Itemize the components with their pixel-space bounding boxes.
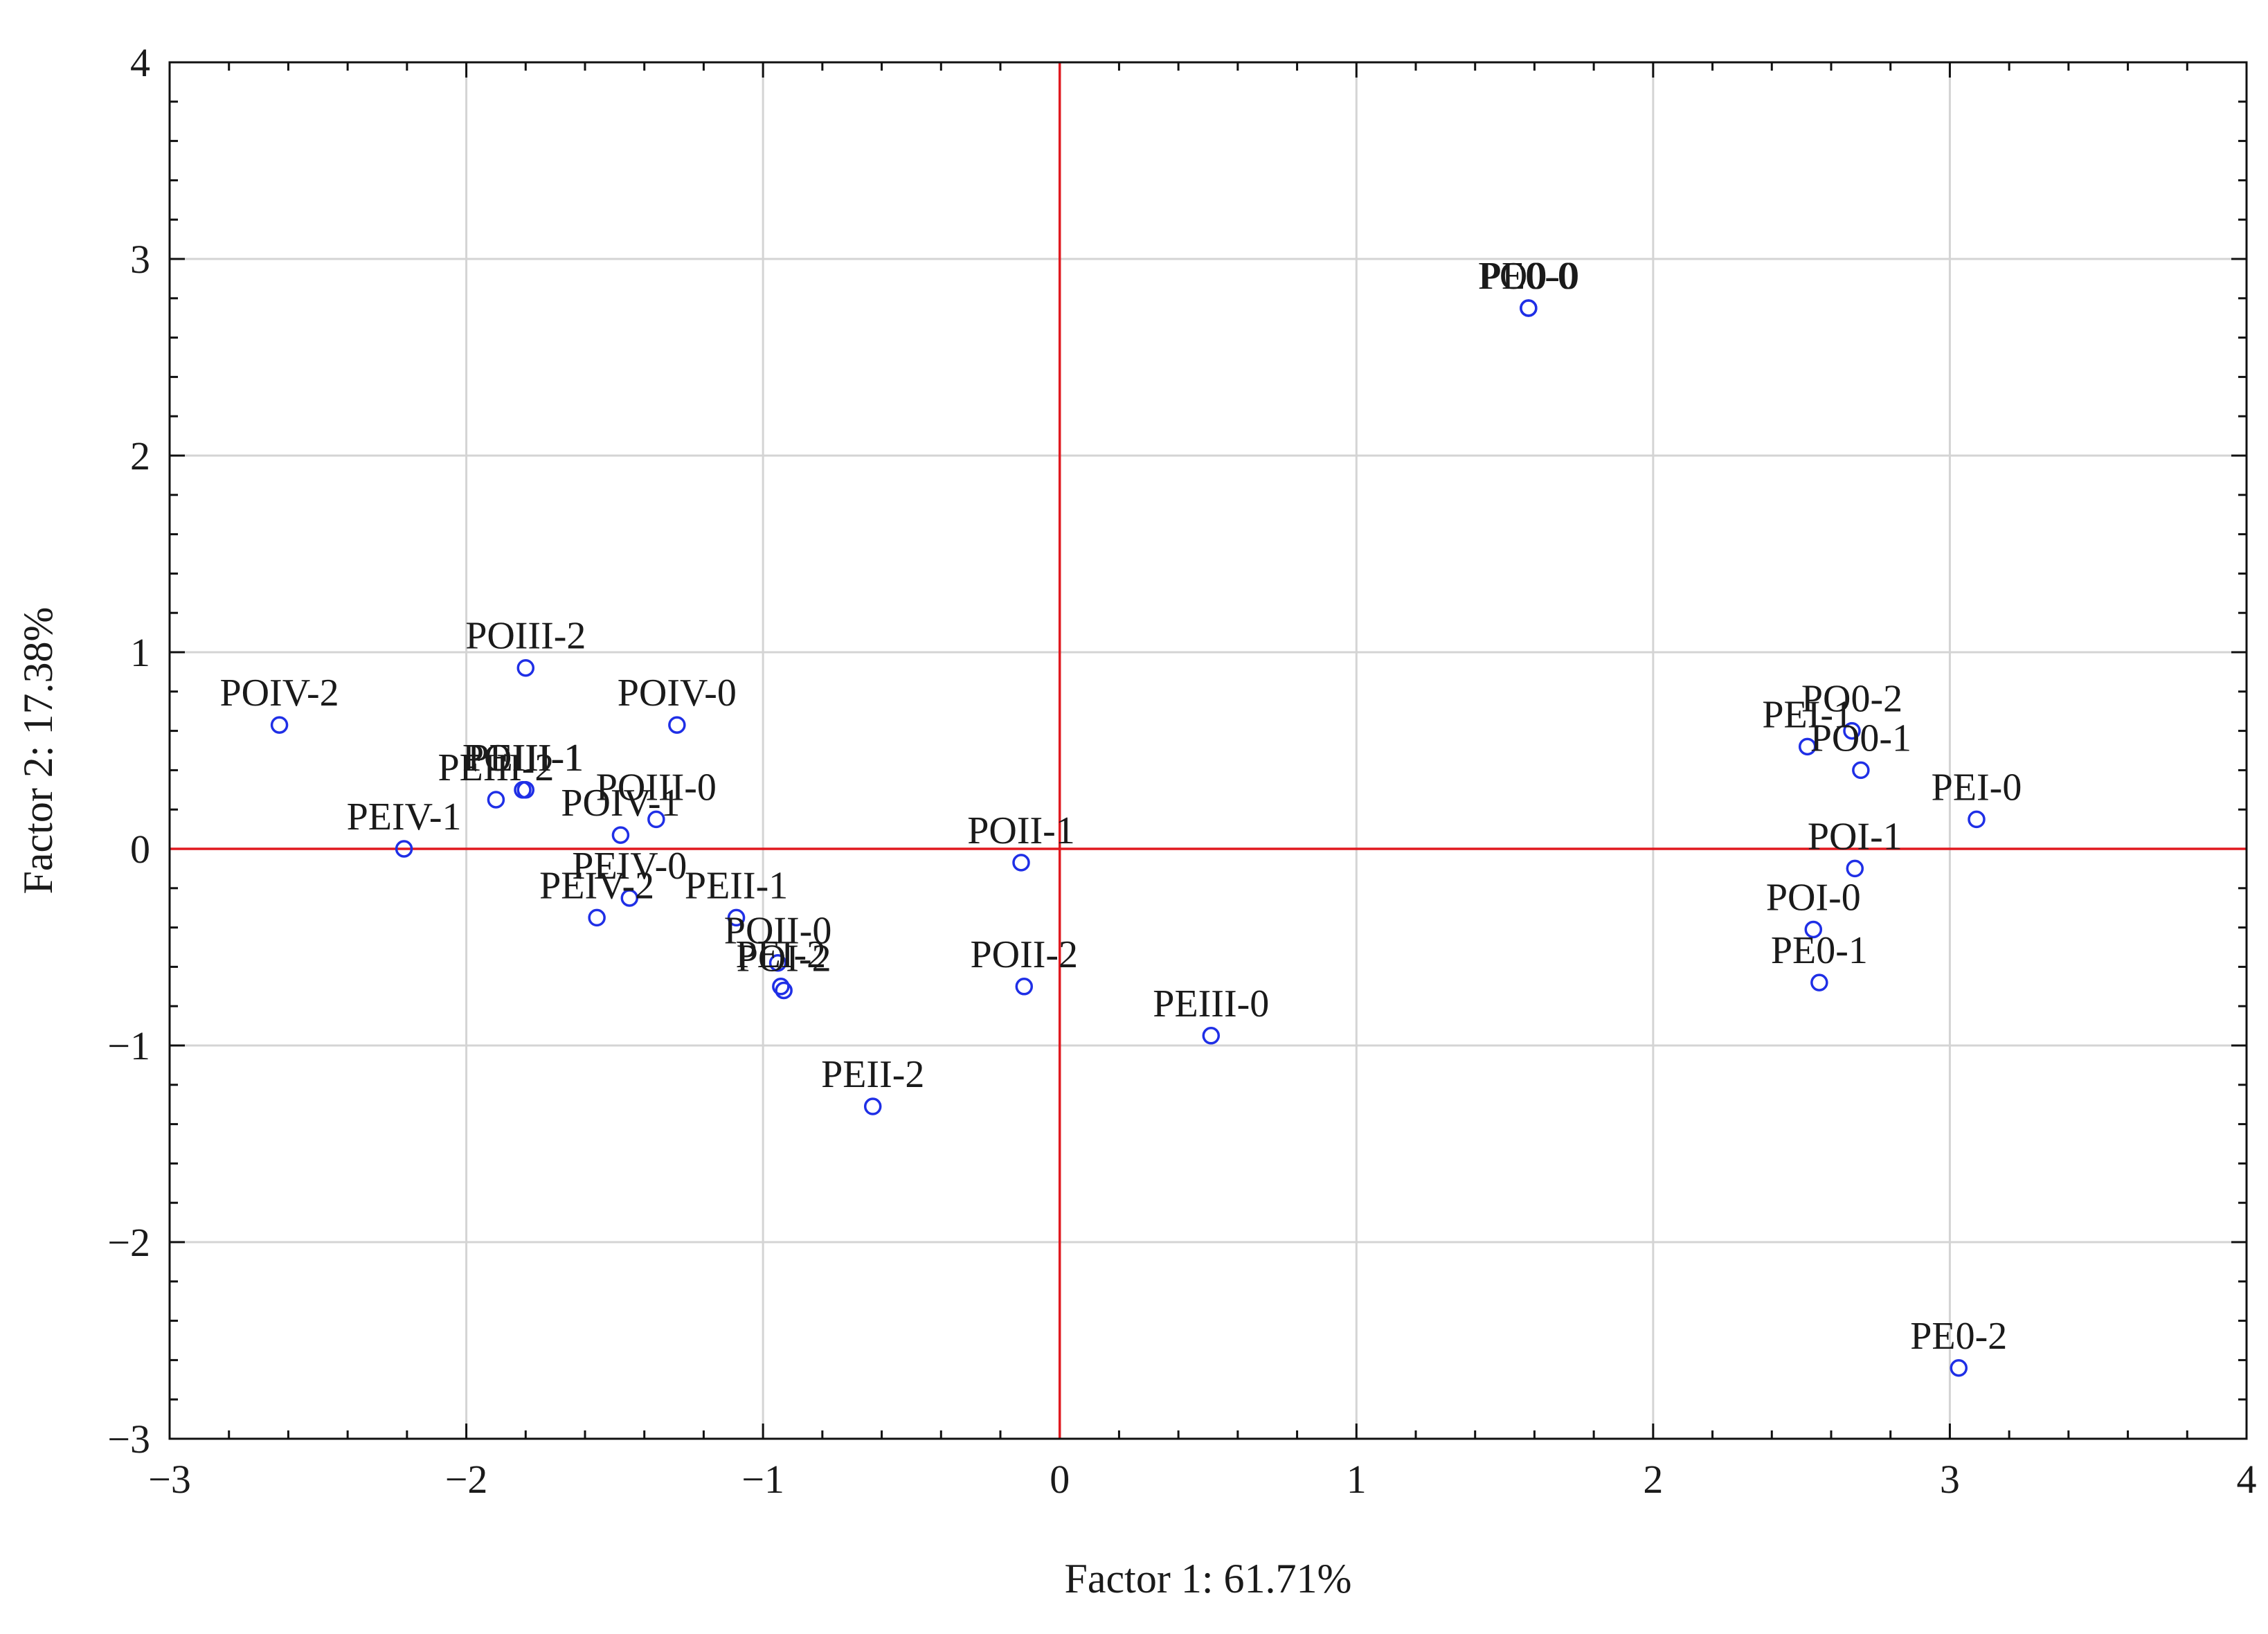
y-axis-tick-labels: −3 −2 −1 0 1 2 3 4 <box>107 40 150 1462</box>
data-point <box>1520 299 1538 317</box>
data-point-label: PE0-2 <box>1910 1315 2007 1358</box>
x-axis-title: Factor 1: 61.71% <box>1065 1556 1352 1601</box>
data-point-label: POIII-2 <box>465 615 586 658</box>
data-point <box>395 840 413 858</box>
data-point <box>1950 1359 1968 1377</box>
data-point-label: PEIII-1 <box>467 737 584 780</box>
data-point-label: POIV-0 <box>618 672 737 715</box>
data-point-label: PEIV-0 <box>572 845 687 888</box>
data-point-label: PEII-1 <box>685 864 788 907</box>
x-tick-label: −3 <box>148 1457 191 1502</box>
data-point <box>772 978 790 996</box>
data-point-label: PEI-1 <box>1762 693 1853 736</box>
data-point-label: POII-1 <box>967 809 1075 852</box>
data-point <box>1015 978 1034 996</box>
data-point-label: POI-1 <box>1808 815 1902 858</box>
data-point-label: POII-0 <box>724 910 832 953</box>
y-tick-label: 4 <box>130 40 150 85</box>
y-axis-title: Factor 2: 17.38% <box>15 607 61 895</box>
data-point-label: POI-2 <box>737 937 831 980</box>
data-point <box>516 781 535 799</box>
data-point <box>863 1097 882 1115</box>
data-point <box>1810 973 1828 991</box>
x-tick-label: −1 <box>741 1457 784 1502</box>
data-point-label: POIII-1 <box>462 737 583 780</box>
data-point <box>1968 810 1986 829</box>
data-point-label: POII-2 <box>971 933 1079 976</box>
data-point <box>1798 737 1817 756</box>
y-tick-label: 1 <box>130 630 150 675</box>
data-point-label: POIV-2 <box>219 672 339 715</box>
reference-lines <box>170 62 2247 1439</box>
data-point-label: PEIII-0 <box>1153 982 1269 1025</box>
x-tick-label: 1 <box>1347 1457 1367 1502</box>
data-point-label: PE0-1 <box>1771 929 1868 972</box>
y-tick-label: −1 <box>107 1023 150 1068</box>
y-tick-label: −2 <box>107 1220 150 1265</box>
x-axis-tick-labels: −3 −2 −1 0 1 2 3 4 <box>148 1457 2256 1502</box>
data-point-label: PEI-0 <box>1932 766 2022 809</box>
y-tick-label: −3 <box>107 1417 150 1462</box>
data-point-label: POI-0 <box>1766 876 1861 919</box>
data-point-label: POIV-1 <box>561 782 680 825</box>
y-tick-label: 2 <box>130 433 150 478</box>
data-point-label: PO0-0 <box>1478 255 1579 298</box>
data-point <box>1804 920 1823 939</box>
data-point <box>487 791 505 809</box>
data-point <box>727 908 746 927</box>
data-point-label: PO0-2 <box>1801 678 1902 721</box>
data-point-label: PE0-0 <box>1480 255 1577 298</box>
data-point <box>1843 721 1861 740</box>
data-point-label: PEII-2 <box>821 1053 924 1096</box>
data-point <box>620 889 639 907</box>
x-tick-label: −2 <box>445 1457 488 1502</box>
data-points <box>270 299 1986 1377</box>
data-point <box>1012 854 1030 872</box>
data-point-label: PEIV-2 <box>539 864 654 907</box>
x-tick-label: 4 <box>2237 1457 2257 1502</box>
x-tick-label: 3 <box>1940 1457 1960 1502</box>
data-point <box>588 908 606 927</box>
data-point <box>1846 859 1864 878</box>
data-point-label: PEIII-2 <box>438 746 554 789</box>
data-point <box>611 826 630 844</box>
y-tick-label: 0 <box>130 827 150 872</box>
data-point <box>516 658 535 677</box>
data-point-label: POIII-0 <box>596 766 717 809</box>
plot-frame <box>168 61 2248 1440</box>
data-point-label: PEI-2 <box>736 933 827 976</box>
x-tick-label: 0 <box>1050 1457 1070 1502</box>
data-point <box>1852 761 1870 780</box>
x-tick-label: 2 <box>1643 1457 1663 1502</box>
data-point <box>270 716 289 734</box>
data-point <box>775 981 793 1000</box>
data-point-label: PEIV-1 <box>347 796 462 838</box>
data-point <box>647 810 665 829</box>
data-point <box>668 716 686 734</box>
y-tick-label: 3 <box>130 237 150 282</box>
data-point-label: PO0-1 <box>1810 717 1911 760</box>
data-point <box>1202 1027 1221 1045</box>
data-point <box>768 953 787 972</box>
